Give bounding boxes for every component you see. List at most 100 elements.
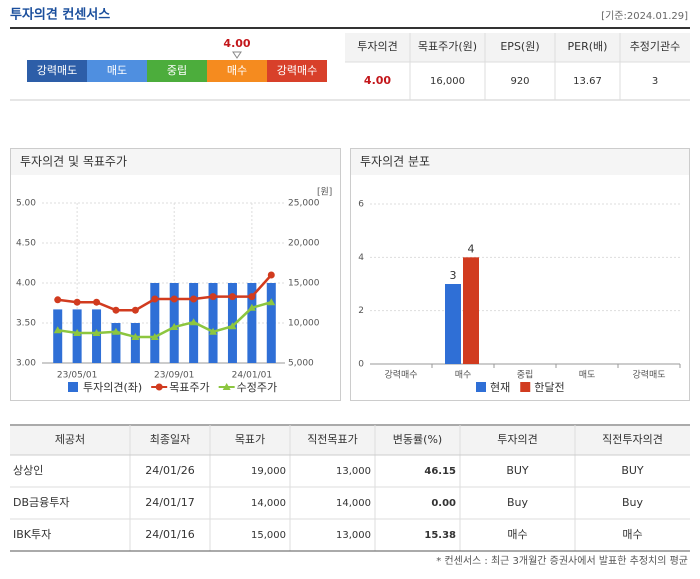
y2-tick-label: 10,000 bbox=[288, 319, 320, 329]
y-tick-label: 5.00 bbox=[16, 199, 36, 209]
marker bbox=[131, 333, 140, 340]
table-header: 최종일자 bbox=[150, 432, 190, 446]
table-header: 투자의견 bbox=[497, 433, 537, 446]
legend-label: 수정주가 bbox=[237, 381, 277, 394]
marker bbox=[190, 295, 198, 303]
rating-segment bbox=[207, 60, 267, 82]
table-cell: 15,000 bbox=[251, 530, 286, 541]
line bbox=[57, 300, 272, 339]
table-cell: 14,000 bbox=[251, 498, 286, 509]
bar bbox=[445, 284, 461, 364]
marker bbox=[170, 295, 178, 303]
footnote: * 컨센서스 : 최근 3개월간 증권사에서 발표한 추정치의 평균 bbox=[436, 555, 688, 567]
table-cell: 상상인 bbox=[13, 464, 43, 477]
table-cell: BUY bbox=[506, 464, 529, 477]
y-tick-label: 6 bbox=[358, 200, 364, 210]
marker bbox=[53, 326, 62, 334]
marker bbox=[93, 298, 101, 306]
summary-cell: 4.00 bbox=[364, 74, 391, 87]
marker bbox=[73, 329, 82, 336]
value-label: 3 bbox=[450, 269, 457, 282]
y2-unit: [원] bbox=[317, 187, 332, 198]
marker bbox=[228, 293, 236, 301]
panel-title: 투자의견 및 목표주가 bbox=[20, 155, 127, 169]
x-tick-label: 23/05/01 bbox=[57, 371, 97, 381]
marker bbox=[112, 306, 120, 314]
table-cell: 0.00 bbox=[431, 498, 456, 509]
rating-segment bbox=[87, 60, 147, 82]
marker bbox=[73, 298, 81, 306]
y2-tick-label: 20,000 bbox=[288, 239, 320, 249]
panel-header bbox=[11, 149, 340, 175]
rating-label: 중립 bbox=[167, 64, 187, 77]
summary-header: EPS(원) bbox=[500, 40, 539, 53]
bar bbox=[150, 283, 160, 363]
summary-cell: 13.67 bbox=[573, 76, 602, 87]
summary-header: PER(배) bbox=[568, 40, 608, 53]
table-header: 목표가 bbox=[235, 433, 265, 446]
value-label: 4 bbox=[468, 242, 475, 255]
rating-marker bbox=[232, 51, 242, 59]
table-cell: 14,000 bbox=[336, 498, 371, 509]
panel-title: 투자의견 분포 bbox=[360, 155, 430, 169]
table-cell: BUY bbox=[621, 464, 644, 477]
rating-value: 4.00 bbox=[223, 37, 250, 50]
table-cell: 13,000 bbox=[336, 466, 371, 477]
y-tick-label: 0 bbox=[358, 360, 364, 370]
table-cell: 24/01/17 bbox=[145, 496, 194, 509]
bar bbox=[53, 309, 63, 363]
summary-header: 목표주가(원) bbox=[418, 40, 477, 53]
legend-label: 현재 bbox=[490, 381, 510, 394]
x-tick-label: 24/01/01 bbox=[232, 371, 272, 381]
x-tick-label: 매도 bbox=[579, 370, 596, 381]
legend-swatch bbox=[222, 383, 231, 390]
bar bbox=[72, 309, 82, 363]
y2-tick-label: 5,000 bbox=[288, 359, 314, 369]
table-cell: Buy bbox=[507, 496, 529, 509]
summary-cell: 16,000 bbox=[430, 76, 465, 87]
legend-swatch bbox=[68, 382, 78, 392]
page-title: 투자의견 컨센서스 bbox=[10, 7, 110, 23]
marker bbox=[189, 318, 198, 326]
bar bbox=[92, 309, 102, 363]
table-cell: 24/01/16 bbox=[145, 528, 194, 541]
y-tick-label: 3.00 bbox=[16, 359, 36, 369]
marker bbox=[150, 333, 159, 340]
rating-segment bbox=[27, 60, 87, 82]
marker bbox=[267, 298, 276, 306]
summary-cell: 3 bbox=[652, 76, 658, 87]
marker bbox=[92, 329, 101, 336]
legend-swatch bbox=[520, 382, 531, 392]
table-cell: 46.15 bbox=[424, 466, 456, 477]
table-header: 제공처 bbox=[55, 433, 85, 446]
date: [기준:2024.01.29] bbox=[601, 10, 688, 22]
table-header: 변동률(%) bbox=[393, 433, 442, 446]
rating-segment bbox=[267, 60, 327, 82]
bar bbox=[463, 257, 479, 364]
table-cell: 13,000 bbox=[336, 530, 371, 541]
marker bbox=[267, 271, 275, 279]
bar bbox=[111, 323, 121, 363]
marker bbox=[247, 303, 256, 311]
x-tick-label: 강력매도 bbox=[632, 369, 665, 381]
summary-header: 투자의견 bbox=[357, 40, 397, 53]
rating-label: 강력매수 bbox=[277, 64, 317, 77]
y2-tick-label: 15,000 bbox=[288, 279, 320, 289]
legend-swatch bbox=[155, 383, 163, 391]
table-cell: 19,000 bbox=[251, 466, 286, 477]
table-header: 직전투자의견 bbox=[602, 433, 663, 446]
rating-label: 매수 bbox=[227, 64, 247, 77]
panel-header bbox=[351, 149, 689, 175]
panel bbox=[350, 148, 690, 401]
summary-cell: 920 bbox=[510, 76, 529, 87]
rating-label: 강력매도 bbox=[37, 64, 77, 77]
bar bbox=[208, 283, 218, 363]
marker bbox=[170, 323, 179, 330]
marker bbox=[248, 293, 256, 301]
y-tick-label: 4.50 bbox=[16, 239, 36, 249]
marker bbox=[151, 295, 159, 303]
legend-label: 목표주가 bbox=[169, 381, 209, 394]
y-tick-label: 4.00 bbox=[16, 279, 36, 289]
table-cell: 매수 bbox=[507, 528, 527, 541]
